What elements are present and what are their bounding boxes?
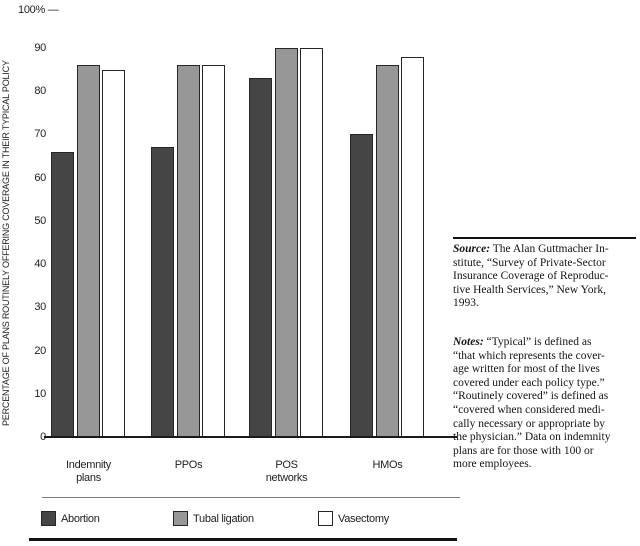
category-label: POS networks: [265, 459, 308, 484]
y-tick-label: 60: [34, 171, 46, 184]
y-tick-label: 50: [34, 214, 46, 227]
bar: [375, 65, 399, 437]
bar: [249, 78, 272, 437]
y-axis-title: PERCENTAGE OF PLANS ROUTINELY OFFERING C…: [1, 60, 11, 426]
y-axis-top-label: 100% —: [18, 4, 59, 16]
x-axis-baseline: [44, 436, 457, 438]
legend-swatch: [41, 511, 56, 526]
bar: [76, 65, 100, 437]
bar: [274, 48, 298, 437]
legend-swatch: [318, 511, 333, 526]
source-divider-rule: [453, 237, 636, 239]
y-tick-label: 80: [34, 85, 46, 98]
legend-divider-rule: [42, 497, 460, 498]
y-tick-label: 20: [34, 344, 46, 357]
y-tick-label: 70: [34, 128, 46, 141]
notes-text: “Typical” is defined as “that which repr…: [453, 336, 611, 471]
category-label: Indemnity plans: [66, 459, 111, 484]
category-label: PPOs: [174, 459, 203, 471]
legend-swatch: [173, 511, 188, 526]
bar: [176, 65, 200, 437]
y-tick-label: 10: [34, 387, 46, 400]
y-tick-label: 0: [16, 431, 46, 443]
y-tick-label: 90: [34, 42, 46, 54]
notes-lead: Notes:: [453, 336, 484, 348]
legend-label: Abortion: [61, 513, 100, 525]
figure-bottom-rule: [29, 538, 457, 541]
bar: [202, 65, 225, 437]
category-label: HMOs: [372, 459, 403, 471]
bar: [350, 134, 373, 437]
legend-label: Tubal ligation: [193, 513, 254, 525]
y-tick-label: 40: [34, 258, 46, 271]
y-tick-label: 30: [34, 301, 46, 314]
source-text: The Alan Guttmacher In- stitute, “Survey…: [453, 243, 609, 310]
bar: [102, 69, 125, 437]
source-lead: Source:: [453, 243, 491, 255]
source-note: Source: The Alan Guttmacher In- stitute,…: [453, 243, 640, 311]
bar: [151, 147, 174, 437]
legend-label: Vasectomy: [338, 513, 389, 525]
bar: [401, 56, 424, 437]
bar: [300, 48, 323, 437]
bar: [51, 151, 74, 437]
notes-note: Notes: “Typical” is defined as “that whi…: [453, 336, 640, 472]
